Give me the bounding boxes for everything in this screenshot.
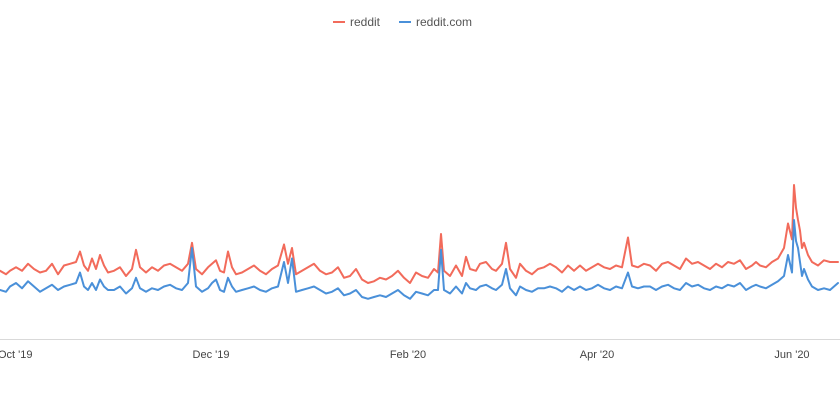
legend-item-reddit[interactable]: reddit xyxy=(333,15,381,29)
plot-area xyxy=(0,184,839,300)
series-line-reddit-com[interactable] xyxy=(0,219,839,300)
x-tick-label: Dec '19 xyxy=(193,349,230,361)
series-line-reddit[interactable] xyxy=(0,184,839,284)
x-tick-label: Jun '20 xyxy=(774,349,809,361)
legend-label-reddit-com: reddit.com xyxy=(416,15,472,29)
legend[interactable]: reddit reddit.com xyxy=(333,15,472,29)
x-tick-label: Apr '20 xyxy=(580,349,615,361)
legend-item-reddit-com[interactable]: reddit.com xyxy=(399,15,472,29)
legend-label-reddit: reddit xyxy=(350,15,381,29)
x-tick-label: Feb '20 xyxy=(390,349,426,361)
x-axis-ticks: Oct '19 Dec '19 Feb '20 Apr '20 Jun '20 xyxy=(0,349,810,361)
x-tick-label: Oct '19 xyxy=(0,349,33,361)
